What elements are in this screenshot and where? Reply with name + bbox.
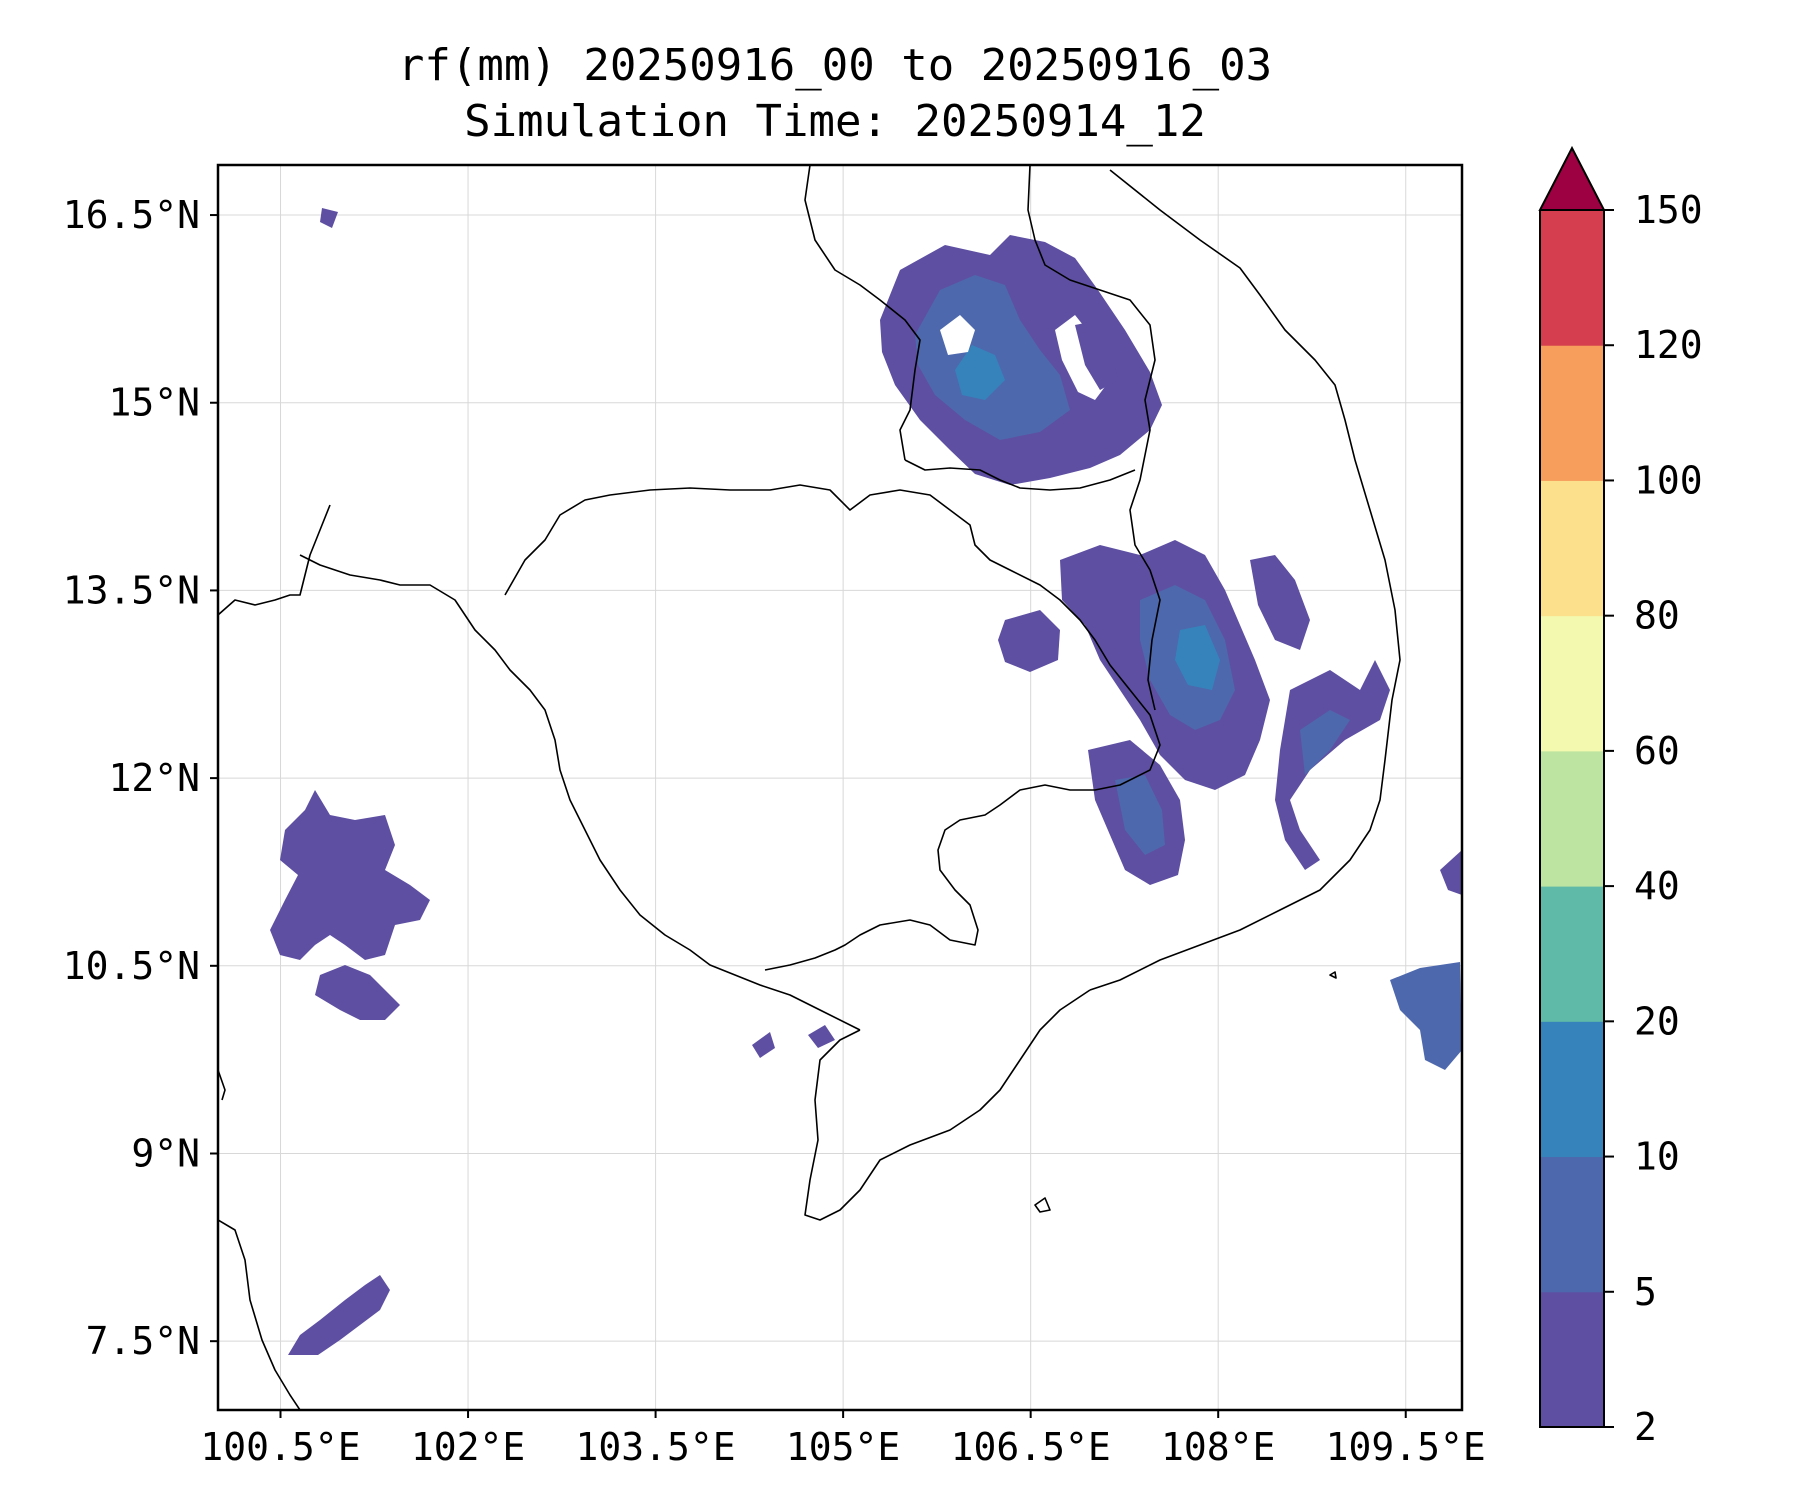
rain-area-gulf-west-2 bbox=[315, 965, 400, 1020]
colorbar-tick-label: 60 bbox=[1634, 729, 1680, 773]
coastline-peninsula-inner bbox=[218, 1069, 226, 1101]
colorbar-segment bbox=[1540, 886, 1604, 1022]
coastline-gulf-east bbox=[299, 554, 861, 1031]
colorbar-tick-label: 150 bbox=[1634, 188, 1703, 232]
latitude-ticks: 16.5°N 15°N 13.5°N 12°N 10.5°N 9°N 7.5°N bbox=[63, 193, 218, 1363]
rain-area-small-2 bbox=[808, 1025, 835, 1048]
colorbar-tick-label: 20 bbox=[1634, 999, 1680, 1043]
rain-area-gulf-west bbox=[270, 790, 430, 960]
rain-area-south-highlands-mid bbox=[1115, 775, 1165, 855]
rain-area-east-blob bbox=[1250, 555, 1310, 650]
lat-tick-label: 15°N bbox=[108, 381, 200, 425]
colorbar-segment bbox=[1540, 480, 1604, 617]
border-laos-vietnam bbox=[1027, 165, 1161, 711]
lat-tick-label: 12°N bbox=[108, 756, 200, 800]
lon-tick-label: 108°E bbox=[1161, 1425, 1275, 1469]
colorbar-segment bbox=[1540, 345, 1604, 481]
colorbar-segment bbox=[1540, 1291, 1604, 1428]
border-cambodia bbox=[504, 484, 1161, 971]
rain-area-gulf-south bbox=[288, 1275, 390, 1355]
colorbar-segment bbox=[1540, 615, 1604, 752]
rain-area-small-3 bbox=[752, 1032, 775, 1058]
map-panel bbox=[218, 165, 1462, 1410]
rain-area-east-sea-2 bbox=[1440, 850, 1462, 895]
map-frame bbox=[216, 163, 1464, 1412]
coastline-mekong-delta bbox=[804, 989, 1091, 1221]
lon-tick-label: 109.5°E bbox=[1326, 1425, 1486, 1469]
lat-tick-label: 10.5°N bbox=[63, 944, 200, 988]
lon-tick-label: 106.5°E bbox=[951, 1425, 1111, 1469]
colorbar-tick-label: 5 bbox=[1634, 1270, 1657, 1314]
colorbar-frame bbox=[1539, 210, 1605, 1428]
coastline-vietnam-east bbox=[1089, 169, 1401, 991]
rain-area-laos-highlands-peak bbox=[955, 345, 1005, 400]
colorbar-segment bbox=[1540, 750, 1604, 887]
rain-area-west-blob bbox=[998, 610, 1060, 672]
colorbar-tick-label: 80 bbox=[1634, 594, 1680, 638]
colorbar-tick-label: 40 bbox=[1634, 864, 1680, 908]
colorbar-tick-label: 2 bbox=[1634, 1405, 1657, 1449]
lat-tick-label: 9°N bbox=[131, 1131, 200, 1175]
coastline-islands bbox=[1034, 971, 1337, 1213]
colorbar-segment bbox=[1540, 1021, 1604, 1158]
colorbar-tick-label: 10 bbox=[1634, 1135, 1680, 1179]
longitude-ticks: 100.5°E 102°E 103.5°E 105°E 106.5°E 108°E 109.… bbox=[200, 1410, 1486, 1469]
lon-tick-label: 103.5°E bbox=[576, 1425, 736, 1469]
lat-tick-label: 7.5°N bbox=[86, 1319, 200, 1363]
lon-tick-label: 102°E bbox=[411, 1425, 525, 1469]
rain-area-coast-band bbox=[1275, 660, 1390, 870]
colorbar-tick-label: 120 bbox=[1634, 323, 1703, 367]
lat-tick-label: 16.5°N bbox=[63, 193, 200, 237]
colorbar-segment bbox=[1540, 210, 1604, 346]
rain-area-central-highlands-peak bbox=[1175, 625, 1220, 690]
rainfall-contours bbox=[270, 208, 1462, 1355]
colorbar-segment bbox=[1540, 1156, 1604, 1293]
map-title-line-2: Simulation Time: 20250914_12 bbox=[464, 96, 1206, 147]
coastlines-and-borders bbox=[218, 165, 1401, 1410]
colorbar: 2 5 10 20 40 60 80 100 120 150 bbox=[1538, 145, 1703, 1449]
rain-area-east-sea bbox=[1390, 962, 1462, 1070]
lon-tick-label: 100.5°E bbox=[200, 1425, 360, 1469]
border-laos-thailand bbox=[804, 165, 921, 461]
rain-area-coast-band-2 bbox=[1300, 710, 1350, 775]
rain-gap-1 bbox=[940, 315, 975, 355]
colorbar-extend-arrow bbox=[1538, 145, 1606, 211]
rain-area-small-4 bbox=[320, 208, 338, 228]
lon-tick-label: 105°E bbox=[786, 1425, 900, 1469]
coastline-thailand-west bbox=[218, 504, 331, 616]
map-title-line-1: rf(mm) 20250916_00 to 20250916_03 bbox=[398, 40, 1272, 91]
coastline-malay-peninsula bbox=[218, 1219, 301, 1410]
colorbar-tick-label: 100 bbox=[1634, 458, 1703, 502]
lat-tick-label: 13.5°N bbox=[63, 568, 200, 612]
border-laos-cambodia bbox=[904, 459, 1136, 491]
rain-area-small-1 bbox=[1075, 322, 1118, 390]
